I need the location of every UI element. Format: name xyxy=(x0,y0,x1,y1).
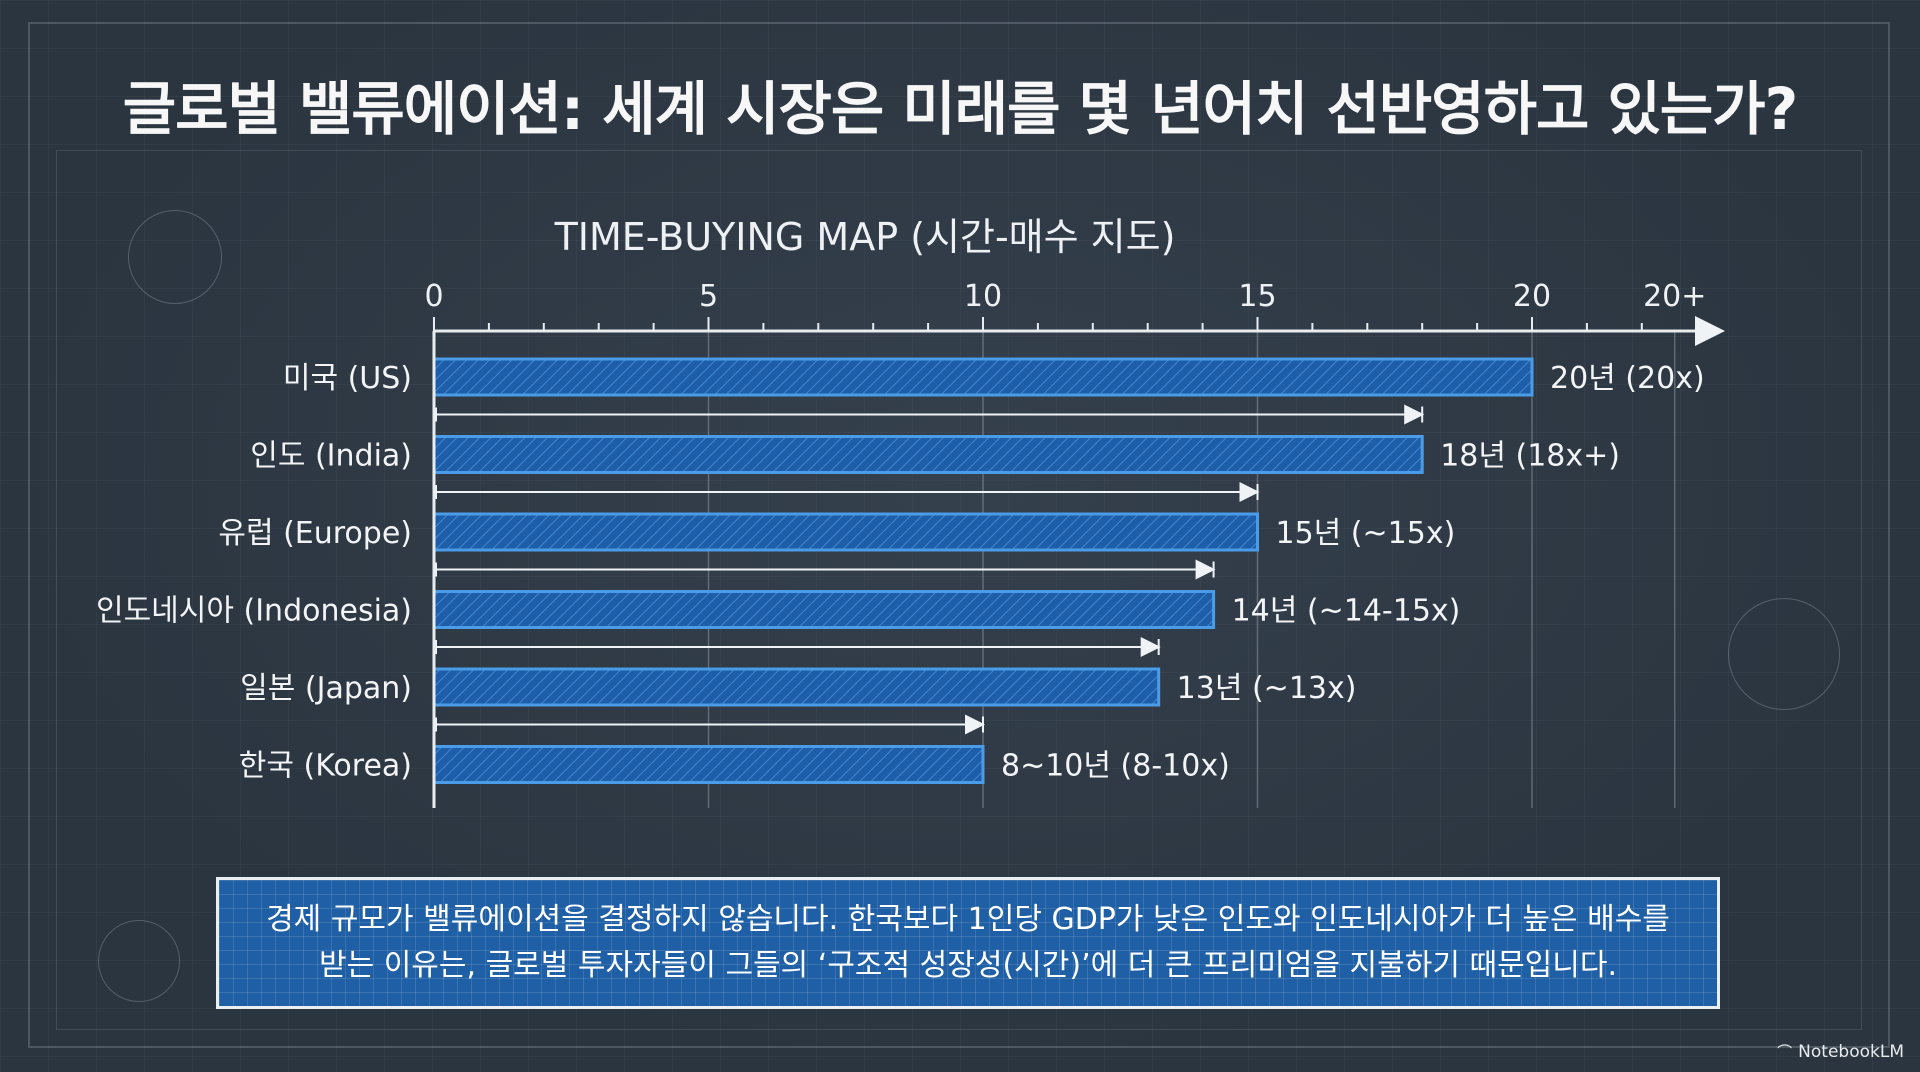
category-label: 유럽 (Europe) xyxy=(218,516,412,551)
x-tick-label: 0 xyxy=(424,279,443,314)
bar-marks: 미국 (US) 20년 (20x) 인도 (India) 18년 (18x+) 유럽 (… xyxy=(96,357,1705,784)
bar xyxy=(432,667,1161,707)
compass-rose-decoration xyxy=(128,210,222,304)
data-label: 13년 (~13x) xyxy=(1177,671,1357,706)
data-label: 8~10년 (8-10x) xyxy=(1001,749,1230,784)
circle-decoration xyxy=(1728,598,1840,710)
inner-frame xyxy=(56,150,1862,1030)
data-label: 14년 (~14-15x) xyxy=(1232,594,1461,629)
brand-label: NotebookLM xyxy=(1798,1041,1904,1062)
outer-frame xyxy=(28,22,1890,1048)
category-label: 인도 (India) xyxy=(250,439,412,474)
x-tick-label: 5 xyxy=(699,279,718,314)
compass-rose-decoration xyxy=(98,920,180,1002)
category-label: 미국 (US) xyxy=(283,361,412,396)
category-label: 인도네시아 (Indonesia) xyxy=(96,594,412,629)
bar xyxy=(432,435,1424,474)
category-label: 일본 (Japan) xyxy=(240,671,412,706)
x-tick-label: 20+ xyxy=(1643,279,1706,314)
caption-box: 경제 규모가 밸류에이션을 결정하지 않습니다. 한국보다 1인당 GDP가 낮… xyxy=(216,877,1720,1009)
brand-watermark: ⌒ NotebookLM xyxy=(1777,1041,1904,1062)
category-label: 한국 (Korea) xyxy=(239,749,412,784)
x-tick-label: 15 xyxy=(1238,279,1276,314)
bar xyxy=(432,357,1534,397)
bar xyxy=(432,512,1259,552)
caption-text: 경제 규모가 밸류에이션을 결정하지 않습니다. 한국보다 1인당 GDP가 낮… xyxy=(266,902,1670,983)
notebooklm-logo-icon: ⌒ xyxy=(1777,1043,1793,1061)
bar xyxy=(432,590,1216,629)
bar xyxy=(432,745,985,784)
chart-title: TIME-BUYING MAP (시간-매수 지도) xyxy=(554,215,1176,259)
data-label: 15년 (~15x) xyxy=(1276,516,1456,551)
page-title: 글로벌 밸류에이션: 세계 시장은 미래를 몇 년어치 선반영하고 있는가? xyxy=(122,75,1798,143)
data-label: 18년 (18x+) xyxy=(1440,439,1620,474)
data-label: 20년 (20x) xyxy=(1550,361,1705,396)
x-tick-label: 20 xyxy=(1513,279,1551,314)
x-axis: 0 5 10 15 20 20+ xyxy=(424,279,1725,808)
x-tick-label: 10 xyxy=(964,279,1002,314)
